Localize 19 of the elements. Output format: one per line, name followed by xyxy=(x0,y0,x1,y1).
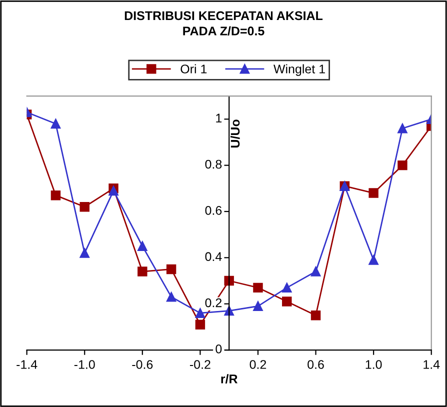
x-tick-label: -0.2 xyxy=(190,360,210,369)
chart-title: DISTRIBUSI KECEPATAN AKSIAL PADA Z/D=0.5 xyxy=(124,11,323,36)
x-tick-label: 0.2 xyxy=(250,360,266,369)
y-tick-label: 0.6 xyxy=(205,206,222,215)
y-tick-label: 0.4 xyxy=(205,252,222,262)
x-tick-label: -0.6 xyxy=(132,360,153,369)
y-tick-label: 0 xyxy=(216,344,222,354)
legend-label: Ori 1 xyxy=(180,64,207,74)
legend-label: Winglet 1 xyxy=(274,64,325,76)
x-tick-label: -1.4 xyxy=(16,360,38,369)
y-tick-label: 0.8 xyxy=(205,160,222,169)
y-tick-label: 0.2 xyxy=(205,298,222,308)
x-tick-label: 1.0 xyxy=(366,360,382,369)
y-axis-title: U/Uo xyxy=(230,120,240,148)
x-axis-title: r/R xyxy=(221,374,238,384)
x-tick-label: 0.6 xyxy=(308,360,324,369)
x-tick-label: 1.4 xyxy=(424,360,440,369)
x-tick-label: -1.0 xyxy=(74,360,95,369)
y-tick-label: 1 xyxy=(216,114,222,122)
